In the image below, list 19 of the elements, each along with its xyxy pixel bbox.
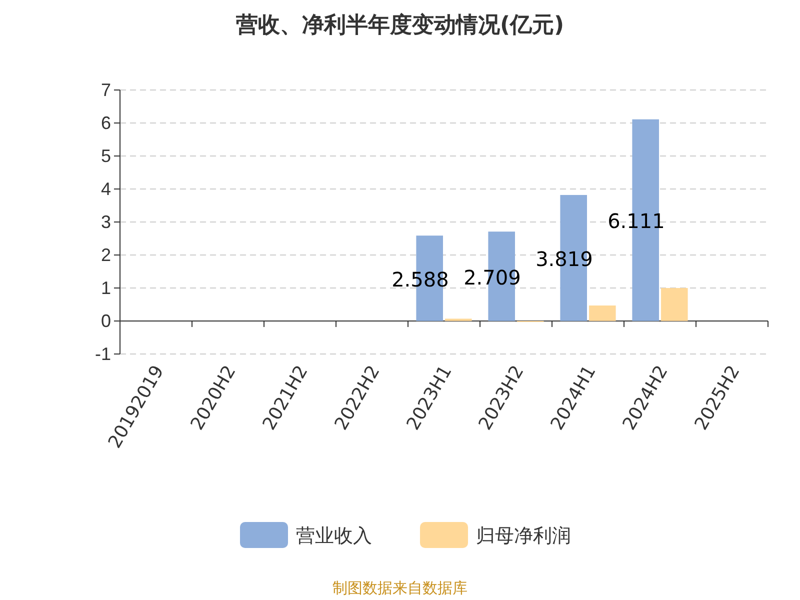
y-tick-label: 3 — [100, 212, 111, 232]
chart-title: 营收、净利半年度变动情况(亿元) — [234, 12, 564, 38]
legend-label: 归母净利润 — [476, 525, 571, 547]
y-tick-label: 7 — [100, 80, 111, 100]
data-label: 6.111 — [608, 209, 665, 234]
y-tick-label: 6 — [100, 112, 111, 133]
y-tick-label: 4 — [100, 178, 111, 199]
bar — [661, 288, 688, 321]
legend-label: 营业收入 — [296, 525, 372, 547]
data-label: 3.819 — [536, 246, 593, 271]
data-label: 2.588 — [392, 267, 449, 292]
y-tick-label: 5 — [100, 146, 111, 166]
y-tick-label: 1 — [100, 278, 111, 298]
bar — [589, 305, 616, 321]
y-tick-label: 0 — [100, 310, 111, 331]
text: 制图数据来自数据库 — [332, 579, 468, 597]
y-tick-label: -1 — [94, 344, 111, 364]
y-tick-label: 2 — [100, 244, 111, 265]
data-label: 2.709 — [464, 265, 521, 290]
